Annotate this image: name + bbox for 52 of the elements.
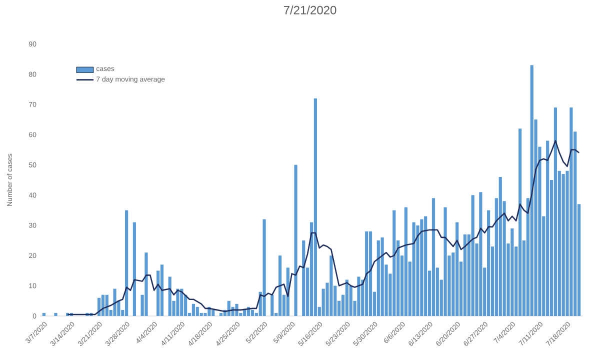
- bar: [180, 288, 184, 316]
- bar: [392, 210, 396, 316]
- bar: [219, 312, 223, 316]
- bar: [294, 164, 298, 316]
- bar: [54, 312, 58, 316]
- bar: [278, 256, 282, 316]
- bar: [412, 222, 416, 316]
- bar: [168, 276, 172, 316]
- bar: [487, 210, 490, 316]
- bar: [404, 207, 408, 316]
- bar: [132, 222, 136, 316]
- bar: [554, 107, 558, 316]
- bar: [471, 195, 474, 316]
- bar: [376, 240, 380, 316]
- bar: [176, 288, 180, 316]
- chart-title: 7/21/2020: [284, 6, 336, 14]
- bar: [530, 65, 534, 316]
- bar: [144, 252, 148, 316]
- bar: [357, 276, 360, 316]
- bar: [314, 98, 317, 316]
- bar: [243, 310, 246, 316]
- bar: [456, 222, 459, 316]
- bar: [432, 198, 436, 316]
- bar: [562, 174, 565, 316]
- bar: [380, 237, 384, 316]
- bar: [424, 216, 428, 316]
- bar: [510, 228, 514, 316]
- bar: [345, 280, 348, 316]
- bar: [212, 310, 215, 316]
- bar: [570, 107, 573, 316]
- bar: [105, 294, 108, 316]
- bar: [250, 310, 254, 316]
- bar: [330, 256, 333, 316]
- bar: [518, 128, 522, 316]
- bar: [160, 264, 164, 316]
- bar: [196, 306, 199, 316]
- bar: [125, 210, 128, 316]
- bar: [235, 304, 238, 316]
- bar: [262, 219, 266, 316]
- bar: [368, 231, 372, 316]
- bar: [365, 231, 368, 316]
- bar: [302, 240, 306, 316]
- bar: [444, 207, 447, 316]
- bar: [42, 312, 46, 316]
- bar: [479, 192, 482, 316]
- bar: [463, 234, 467, 316]
- bar: [192, 304, 196, 316]
- bar: [546, 140, 550, 316]
- bar: [420, 219, 424, 316]
- bar: [270, 294, 274, 316]
- bar: [498, 176, 502, 316]
- bar: [113, 288, 116, 316]
